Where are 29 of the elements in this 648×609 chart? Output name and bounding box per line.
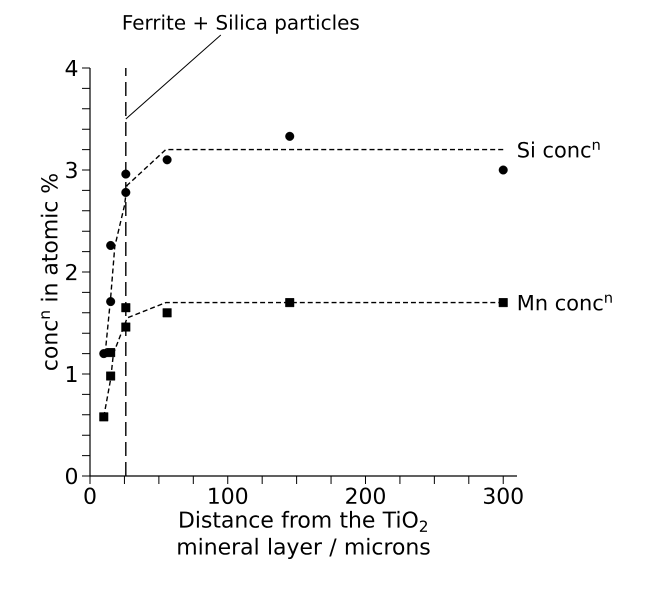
point [106, 372, 116, 381]
x-axis-title: Distance from the TiO$_{2}$ mineral layer / microns [178, 510, 430, 560]
series-label: Si conc$^{n}$ [518, 142, 600, 158]
point [162, 155, 172, 164]
y-tick-label: 3 [66, 162, 77, 178]
y-tick-label: 4 [66, 60, 78, 76]
x-tick-label: 0 [84, 488, 96, 504]
y-axis-title: conc$^{n}$ in atomic % [40, 174, 58, 370]
point [498, 298, 508, 308]
point [498, 165, 508, 174]
point [285, 298, 294, 308]
point [99, 412, 108, 422]
series-label: Mn conc$^{n}$ [518, 294, 612, 311]
x-tick-label: 100 [209, 488, 248, 504]
point [285, 132, 294, 141]
point [106, 297, 116, 306]
x-tick-label: 300 [484, 488, 523, 504]
y-tick-label: 2 [66, 264, 76, 280]
point [106, 240, 116, 250]
y-tick-label: 0 [66, 468, 78, 484]
point [121, 170, 130, 179]
annotation: Ferrite + Silica particles [124, 14, 359, 34]
y-tick-label: 1 [66, 366, 76, 382]
x-tick-label: 200 [346, 488, 385, 504]
point [162, 308, 172, 318]
point [121, 188, 130, 197]
point [106, 348, 116, 358]
point [121, 303, 130, 312]
point [121, 322, 130, 332]
